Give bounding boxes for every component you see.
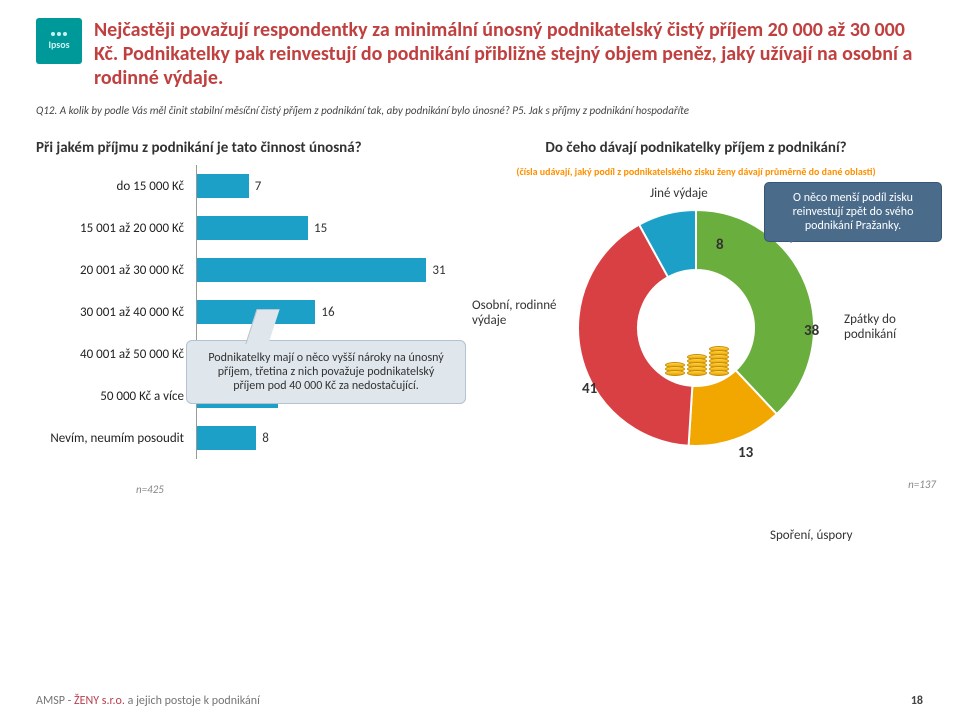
bar <box>197 216 308 240</box>
income-bar-chart: do 15 000 Kč 7 15 001 až 20 000 Kč 15 20 001… <box>36 165 456 459</box>
bar-category-label: 30 001 až 40 000 Kč <box>36 305 196 320</box>
donut-chart-title: Do čeho dávají podnikatelky příjem z pod… <box>466 139 926 157</box>
donut-chart-panel: Do čeho dávají podnikatelky příjem z pod… <box>456 139 926 508</box>
tooltip-text: O něco menší podíl zisku reinvestují zpě… <box>793 191 914 233</box>
bar-value: 7 <box>255 179 262 194</box>
bar-area: 31 <box>196 249 456 291</box>
page-footer: AMSP - ŽENY s.r.o. a jejich postoje k po… <box>36 694 923 708</box>
bar-value: 15 <box>314 221 327 236</box>
bar <box>197 426 256 450</box>
bar-chart-title: Při jakém příjmu z podnikání je tato čin… <box>36 139 456 157</box>
bar-category-label: Nevím, neumím posoudit <box>36 431 196 446</box>
bar-category-label: 40 001 až 50 000 Kč <box>36 347 196 362</box>
donut-chart-n: n=137 <box>908 478 936 491</box>
donut-segment-label: Zpátky do podnikání <box>844 312 926 342</box>
bar-area: 16 <box>196 291 456 333</box>
bar-row: 30 001 až 40 000 Kč 16 <box>36 291 456 333</box>
donut-segment-label: Spoření, úspory <box>770 528 853 543</box>
bar-row: do 15 000 Kč 7 <box>36 165 456 207</box>
donut-segment-value: 38 <box>804 322 819 340</box>
question-text: Q12. A kolik by podle Vás měl činit stab… <box>36 104 923 117</box>
bar-row: Nevím, neumím posoudit 8 <box>36 417 456 459</box>
donut-chart-subtitle: (čísla udávají, jaký podíl z podnikatels… <box>466 165 926 178</box>
bar-value: 16 <box>321 305 334 320</box>
bar-category-label: do 15 000 Kč <box>36 179 196 194</box>
bar-value: 8 <box>262 431 269 446</box>
callout-box: Podnikatelky mají o něco vyšší nároky na… <box>186 340 466 404</box>
donut-segment-value: 13 <box>738 444 753 462</box>
footer-suffix: a jejich postoje k podnikání <box>125 694 260 708</box>
footer-zeny: ŽENY s.r.o. <box>74 694 125 708</box>
bar-category-label: 15 001 až 20 000 Kč <box>36 221 196 236</box>
bar <box>197 174 249 198</box>
bar-value: 31 <box>432 263 445 278</box>
bar-chart-n: n=425 <box>136 483 456 496</box>
coins-icon <box>662 306 732 376</box>
ipsos-logo: Ipsos <box>36 18 82 64</box>
donut-segment-label: Osobní, rodinné výdaje <box>472 298 562 328</box>
bar-category-label: 50 000 Kč a více <box>36 389 196 404</box>
footer-prefix: AMSP - <box>36 694 74 708</box>
tooltip-box: O něco menší podíl zisku reinvestují zpě… <box>764 182 942 242</box>
donut-segment-value: 41 <box>582 380 597 398</box>
page-title: Nejčastěji považují respondentky za mini… <box>94 18 923 90</box>
page-number: 18 <box>911 694 923 708</box>
bar-area: 15 <box>196 207 456 249</box>
bar-area: 8 <box>196 417 456 459</box>
bar-area: 7 <box>196 165 456 207</box>
callout-text: Podnikatelky mají o něco vyšší nároky na… <box>208 351 443 393</box>
donut-segment-label: Jiné výdaje <box>650 186 708 201</box>
logo-text: Ipsos <box>48 38 69 51</box>
donut-wrap: O něco menší podíl zisku reinvestují zpě… <box>466 188 926 508</box>
bar <box>197 258 426 282</box>
bar-row: 20 001 až 30 000 Kč 31 <box>36 249 456 291</box>
bar-chart-panel: Při jakém příjmu z podnikání je tato čin… <box>36 139 456 508</box>
donut-segment-value: 8 <box>716 236 724 254</box>
bar-category-label: 20 001 až 30 000 Kč <box>36 263 196 278</box>
bar-row: 15 001 až 20 000 Kč 15 <box>36 207 456 249</box>
